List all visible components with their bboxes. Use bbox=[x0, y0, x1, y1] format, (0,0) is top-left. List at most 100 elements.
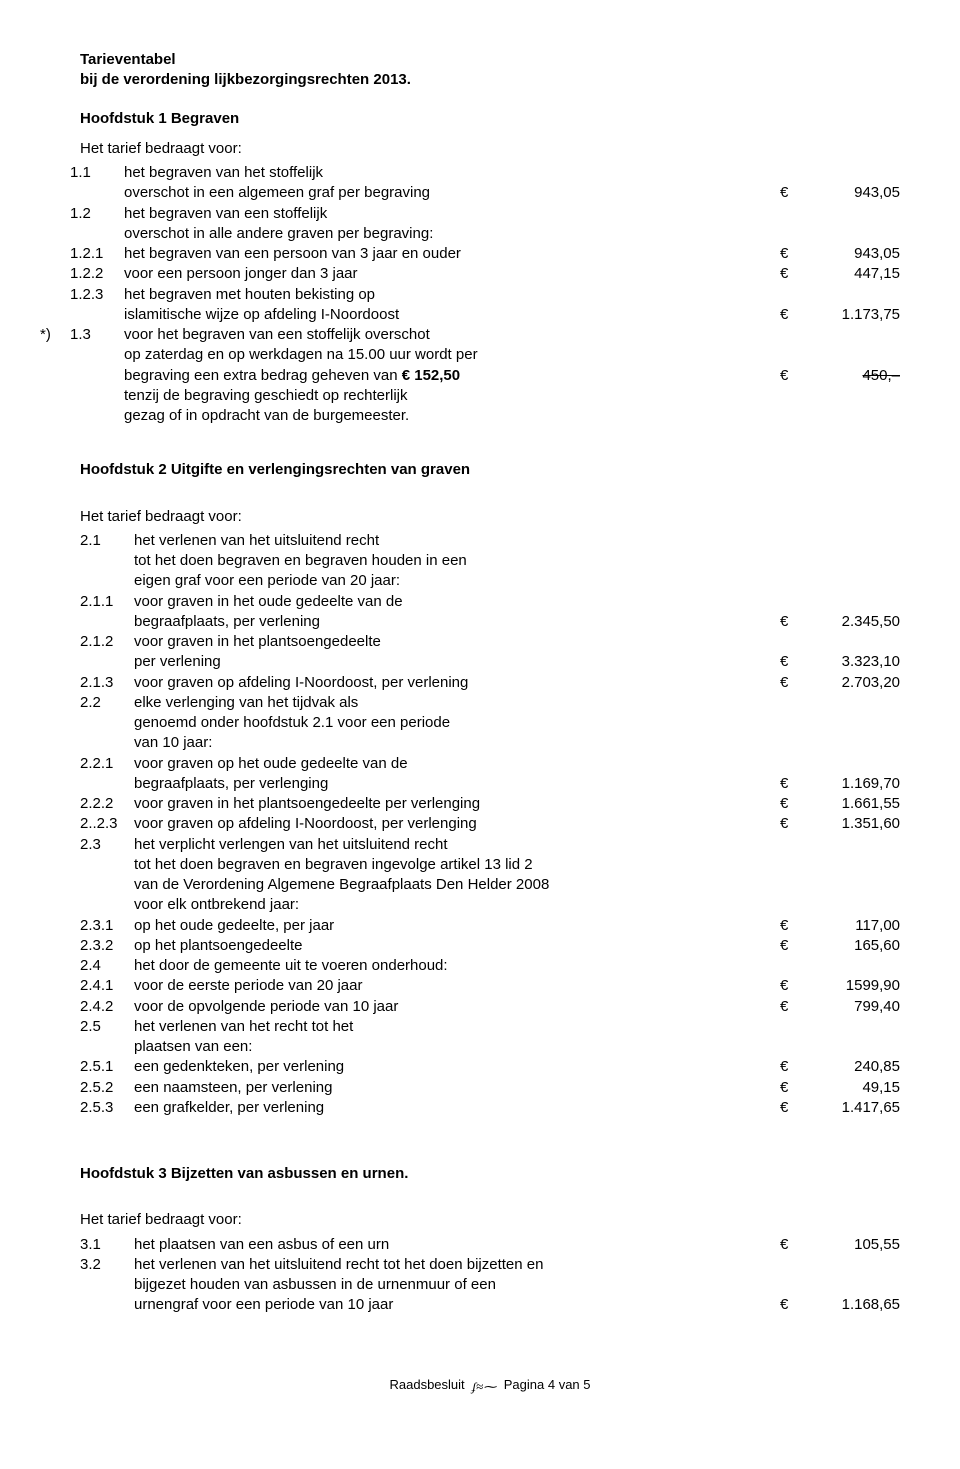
row-currency: € bbox=[780, 1098, 810, 1118]
row-text: genoemd onder hoofdstuk 2.1 voor een per… bbox=[134, 713, 780, 733]
row-text: tenzij de begraving geschiedt op rechter… bbox=[124, 386, 780, 406]
chapter-1-intro: Het tarief bedraagt voor: bbox=[80, 139, 900, 159]
chapter-3-heading: Hoofdstuk 3 Bijzetten van asbussen en ur… bbox=[80, 1164, 900, 1184]
row-number: 1.2 bbox=[70, 204, 124, 224]
tariff-row: 2.3.1op het oude gedeelte, per jaar€117,… bbox=[80, 916, 900, 936]
row-text: per verlening bbox=[134, 652, 780, 672]
row-text: plaatsen van een: bbox=[134, 1037, 780, 1057]
doc-title-2: bij de verordening lijkbezorgingsrechten… bbox=[80, 70, 900, 90]
row-currency: € bbox=[780, 774, 810, 794]
row-number: 3.2 bbox=[80, 1255, 134, 1275]
row-text: tot het doen begraven en begraven ingevo… bbox=[134, 855, 780, 875]
tariff-row: tot het doen begraven en begraven ingevo… bbox=[80, 855, 900, 875]
row-currency: € bbox=[780, 794, 810, 814]
row-amount: 450,– bbox=[810, 366, 900, 386]
row-text: voor graven in het plantsoengedeelte bbox=[134, 632, 780, 652]
tariff-row: 2.1.1voor graven in het oude gedeelte va… bbox=[80, 592, 900, 612]
tariff-row: 2.4.2voor de opvolgende periode van 10 j… bbox=[80, 997, 900, 1017]
row-number: 2.4.1 bbox=[80, 976, 134, 996]
row-number: 2.5 bbox=[80, 1017, 134, 1037]
row-number: 2.1.1 bbox=[80, 592, 134, 612]
chapter-3-intro: Het tarief bedraagt voor: bbox=[80, 1210, 900, 1230]
tariff-row: 2.2.1voor graven op het oude gedeelte va… bbox=[80, 754, 900, 774]
row-currency: € bbox=[780, 1235, 810, 1255]
row-text: tot het doen begraven en begraven houden… bbox=[134, 551, 780, 571]
tariff-row: 2.4.1voor de eerste periode van 20 jaar€… bbox=[80, 976, 900, 996]
tariff-row: 2.5het verlenen van het recht tot het bbox=[80, 1017, 900, 1037]
tariff-row: 2.1.3voor graven op afdeling I-Noordoost… bbox=[80, 673, 900, 693]
row-text: overschot in alle andere graven per begr… bbox=[124, 224, 780, 244]
row-text: begraving een extra bedrag geheven van €… bbox=[124, 366, 780, 386]
row-currency: € bbox=[780, 916, 810, 936]
row-text: van 10 jaar: bbox=[134, 733, 780, 753]
row-text: voor graven op afdeling I-Noordoost, per… bbox=[134, 814, 780, 834]
tariff-row: tot het doen begraven en begraven houden… bbox=[80, 551, 900, 571]
row-currency: € bbox=[780, 612, 810, 632]
tariff-row: 2.3.2op het plantsoengedeelte€165,60 bbox=[80, 936, 900, 956]
row-number: 2.3 bbox=[80, 835, 134, 855]
row-number: 2.2 bbox=[80, 693, 134, 713]
row-amount: 943,05 bbox=[810, 183, 900, 203]
row-text: het verlenen van het uitsluitend recht t… bbox=[134, 1255, 780, 1275]
row-currency: € bbox=[780, 673, 810, 693]
tariff-row: 2.5.2een naamsteen, per verlening€49,15 bbox=[80, 1078, 900, 1098]
row-text: eigen graf voor een periode van 20 jaar: bbox=[134, 571, 780, 591]
row-number: 1.2.1 bbox=[70, 244, 124, 264]
row-text: van de Verordening Algemene Begraafplaat… bbox=[134, 875, 780, 895]
row-text: het verlenen van het recht tot het bbox=[134, 1017, 780, 1037]
row-text: overschot in een algemeen graf per begra… bbox=[124, 183, 780, 203]
row-text: begraafplaats, per verlening bbox=[134, 612, 780, 632]
tariff-row: begraving een extra bedrag geheven van €… bbox=[80, 366, 900, 386]
row-amount: 117,00 bbox=[810, 916, 900, 936]
row-text: het verlenen van het uitsluitend recht bbox=[134, 531, 780, 551]
chapter-1-list: 1.1het begraven van het stoffelijkoversc… bbox=[80, 163, 900, 426]
tariff-row: 3.1het plaatsen van een asbus of een urn… bbox=[80, 1235, 900, 1255]
tariff-row: gezag of in opdracht van de burgemeester… bbox=[80, 406, 900, 426]
signature-icon: ʄ≈⁓ bbox=[472, 1378, 496, 1396]
chapter-3-list: 3.1het plaatsen van een asbus of een urn… bbox=[80, 1235, 900, 1316]
row-number: 3.1 bbox=[80, 1235, 134, 1255]
row-currency: € bbox=[780, 1295, 810, 1315]
row-amount: 943,05 bbox=[810, 244, 900, 264]
row-text: urnengraf voor een periode van 10 jaar bbox=[134, 1295, 780, 1315]
row-text: het begraven van een stoffelijk bbox=[124, 204, 780, 224]
row-text: op zaterdag en op werkdagen na 15.00 uur… bbox=[124, 345, 780, 365]
tariff-row: van de Verordening Algemene Begraafplaat… bbox=[80, 875, 900, 895]
tariff-row: tenzij de begraving geschiedt op rechter… bbox=[80, 386, 900, 406]
row-amount: 799,40 bbox=[810, 997, 900, 1017]
tariff-row: plaatsen van een: bbox=[80, 1037, 900, 1057]
row-text: een naamsteen, per verlening bbox=[134, 1078, 780, 1098]
row-amount: 3.323,10 bbox=[810, 652, 900, 672]
row-number: 2..2.3 bbox=[80, 814, 134, 834]
row-number: 2.2.2 bbox=[80, 794, 134, 814]
tariff-row: *)1.3voor het begraven van een stoffelij… bbox=[80, 325, 900, 345]
row-currency: € bbox=[780, 1078, 810, 1098]
row-currency: € bbox=[780, 264, 810, 284]
tariff-row: 2.3het verplicht verlengen van het uitsl… bbox=[80, 835, 900, 855]
row-number: 2.3.2 bbox=[80, 936, 134, 956]
tariff-row: eigen graf voor een periode van 20 jaar: bbox=[80, 571, 900, 591]
tariff-row: 2.2.2voor graven in het plantsoengedeelt… bbox=[80, 794, 900, 814]
chapter-2-intro: Het tarief bedraagt voor: bbox=[80, 507, 900, 527]
tariff-row: 1.2.3het begraven met houten bekisting o… bbox=[80, 285, 900, 305]
row-currency: € bbox=[780, 305, 810, 325]
row-text: op het plantsoengedeelte bbox=[134, 936, 780, 956]
tariff-row: 3.2het verlenen van het uitsluitend rech… bbox=[80, 1255, 900, 1275]
footer-right: Pagina 4 van 5 bbox=[504, 1377, 591, 1392]
row-amount: 2.345,50 bbox=[810, 612, 900, 632]
row-text: het plaatsen van een asbus of een urn bbox=[134, 1235, 780, 1255]
row-currency: € bbox=[780, 183, 810, 203]
row-text: op het oude gedeelte, per jaar bbox=[134, 916, 780, 936]
doc-title-1: Tarieventabel bbox=[80, 50, 900, 70]
tariff-row: bijgezet houden van asbussen in de urnen… bbox=[80, 1275, 900, 1295]
tariff-row: overschot in een algemeen graf per begra… bbox=[80, 183, 900, 203]
tariff-row: 1.1het begraven van het stoffelijk bbox=[80, 163, 900, 183]
row-text: voor graven op het oude gedeelte van de bbox=[134, 754, 780, 774]
row-text: begraafplaats, per verlenging bbox=[134, 774, 780, 794]
tariff-row: urnengraf voor een periode van 10 jaar€1… bbox=[80, 1295, 900, 1315]
row-text: voor een persoon jonger dan 3 jaar bbox=[124, 264, 780, 284]
tariff-row: overschot in alle andere graven per begr… bbox=[80, 224, 900, 244]
tariff-row: islamitische wijze op afdeling I-Noordoo… bbox=[80, 305, 900, 325]
row-text: het begraven van een persoon van 3 jaar … bbox=[124, 244, 780, 264]
row-amount: 1.173,75 bbox=[810, 305, 900, 325]
